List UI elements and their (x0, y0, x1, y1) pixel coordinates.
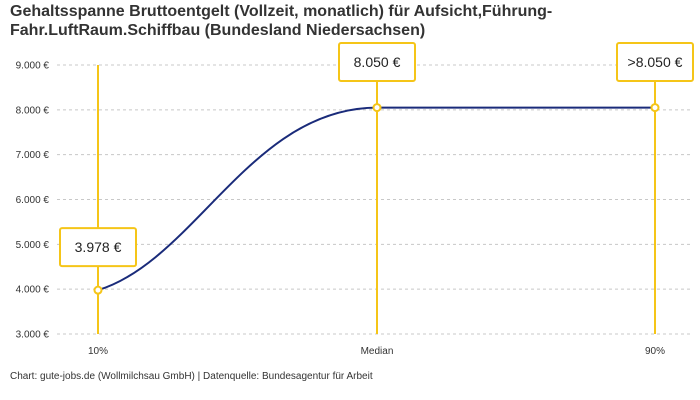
callout-box (616, 42, 694, 82)
salary-curve (97, 106, 655, 292)
callout-box (338, 42, 416, 82)
x-tick-label: 90% (645, 346, 665, 357)
data-point (372, 103, 382, 113)
y-tick-label: 4.000 € (16, 285, 50, 296)
callout-label: >8.050 € (628, 54, 683, 70)
chart-footer: Chart: gute-jobs.de (Wollmilchsau GmbH) … (10, 371, 373, 382)
data-point (93, 285, 103, 295)
x-axis-ticks: 10% Median 90% (88, 346, 665, 357)
y-tick-label: 9.000 € (16, 61, 50, 72)
data-points (93, 103, 660, 295)
y-tick-label: 6.000 € (16, 195, 50, 206)
y-tick-label: 7.000 € (16, 150, 50, 161)
callout-label: 8.050 € (354, 54, 401, 70)
callout-box (59, 227, 137, 268)
y-tick-label: 5.000 € (16, 240, 50, 251)
x-tick-label: Median (361, 346, 394, 357)
value-callout: >8.050 € (616, 42, 694, 82)
callout-label: 3.978 € (75, 239, 122, 255)
x-tick-label: 10% (88, 346, 108, 357)
data-point (650, 103, 660, 113)
value-callout: 3.978 € (59, 227, 137, 268)
value-callouts: 3.978 € 8.050 € >8.050 € (59, 42, 694, 268)
y-tick-label: 3.000 € (16, 330, 50, 341)
y-tick-label: 8.000 € (16, 105, 50, 116)
y-axis-ticks: 9.000 € 8.000 € 7.000 € 6.000 € 5.000 € 4.000… (16, 61, 50, 341)
value-callout: 8.050 € (338, 42, 416, 82)
chart-title: Gehaltsspanne Bruttoentgelt (Vollzeit, m… (10, 3, 553, 39)
